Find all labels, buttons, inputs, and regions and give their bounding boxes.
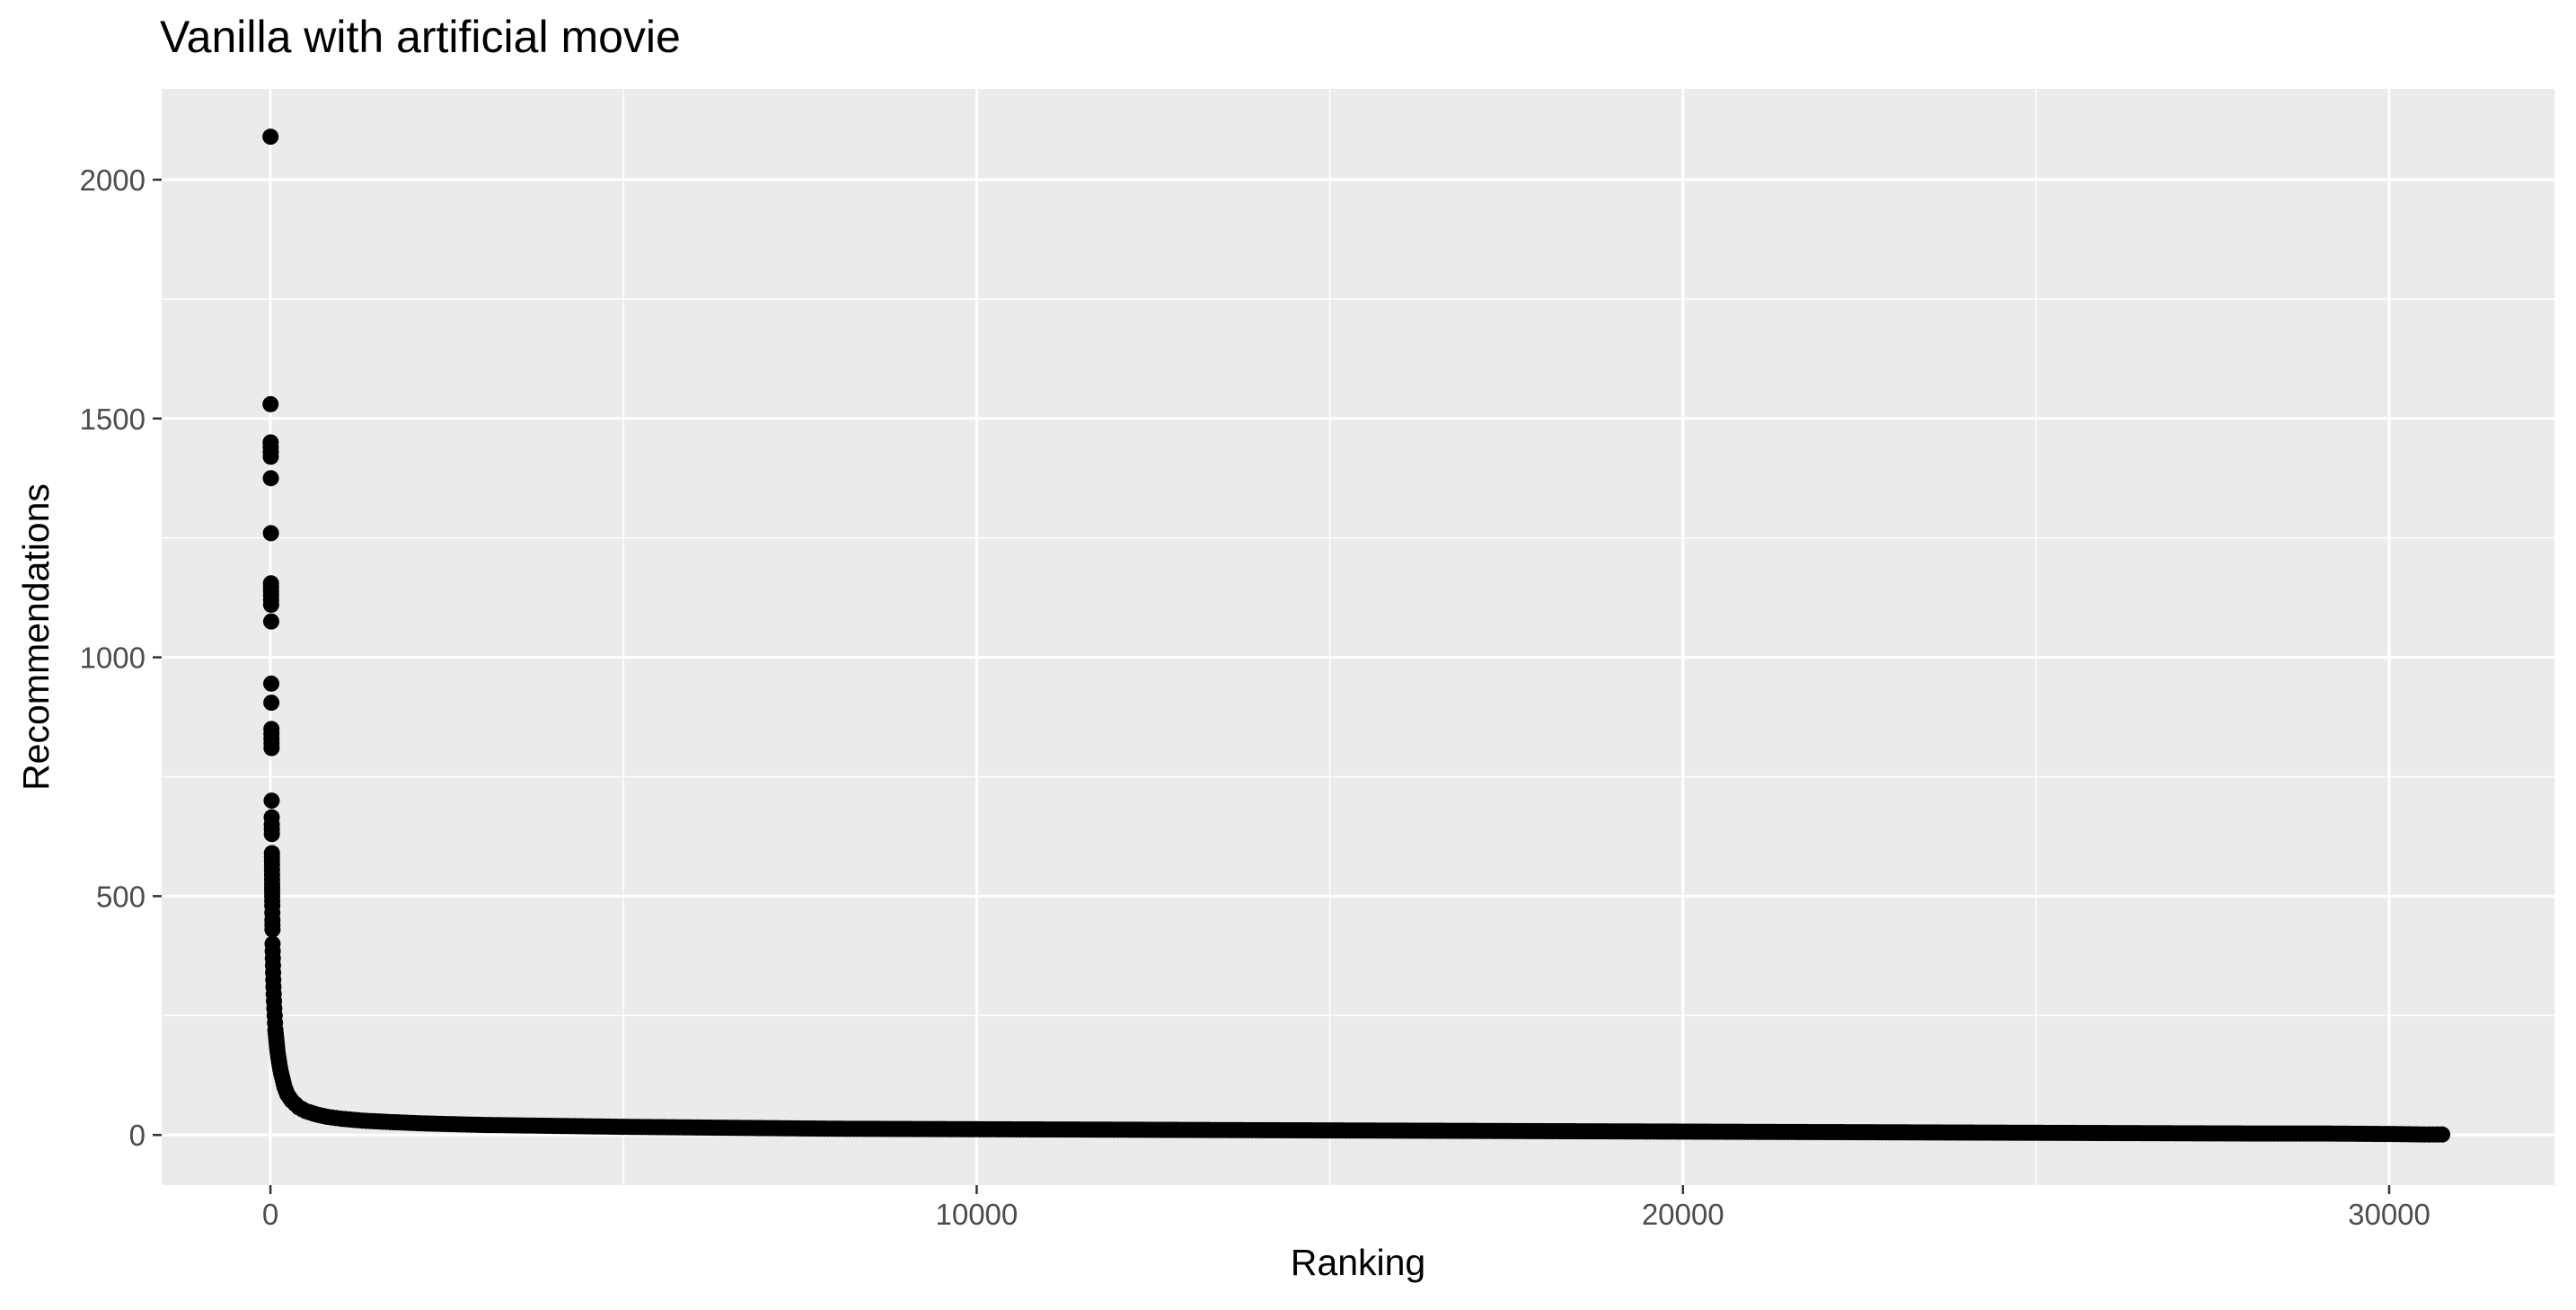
data-point [262, 444, 279, 461]
data-point [264, 916, 281, 934]
data-point [262, 525, 279, 542]
data-point [263, 820, 280, 837]
data-point [263, 792, 280, 810]
data-points [262, 128, 2450, 1143]
x-tick-label: 10000 [936, 1198, 1019, 1231]
x-tick-label: 0 [262, 1198, 278, 1231]
y-axis-title: Recommendations [15, 483, 57, 791]
y-tick-label: 0 [129, 1119, 146, 1152]
x-axis-title: Ranking [1291, 1242, 1425, 1283]
y-tick-label: 500 [96, 880, 146, 913]
x-axis: 0 10000 20000 30000 [262, 1185, 2430, 1231]
panel-background [162, 89, 2554, 1185]
data-point [262, 128, 279, 146]
y-tick-label: 1000 [80, 642, 146, 675]
y-axis: 0 500 1000 1500 2000 [80, 164, 162, 1152]
data-point [262, 395, 279, 412]
data-point [263, 695, 280, 712]
y-tick-label: 1500 [80, 403, 146, 436]
data-point [262, 591, 279, 608]
data-point [263, 675, 280, 692]
y-tick-label: 2000 [80, 164, 146, 197]
data-point [2430, 1126, 2447, 1143]
minor-gridlines [162, 89, 2554, 1185]
x-tick-label: 20000 [1642, 1198, 1725, 1231]
data-point [262, 470, 279, 487]
chart-title: Vanilla with artificial movie [160, 12, 681, 62]
data-point [262, 613, 279, 630]
data-point [263, 735, 280, 752]
x-tick-label: 30000 [2348, 1198, 2430, 1231]
data-point [264, 892, 281, 909]
